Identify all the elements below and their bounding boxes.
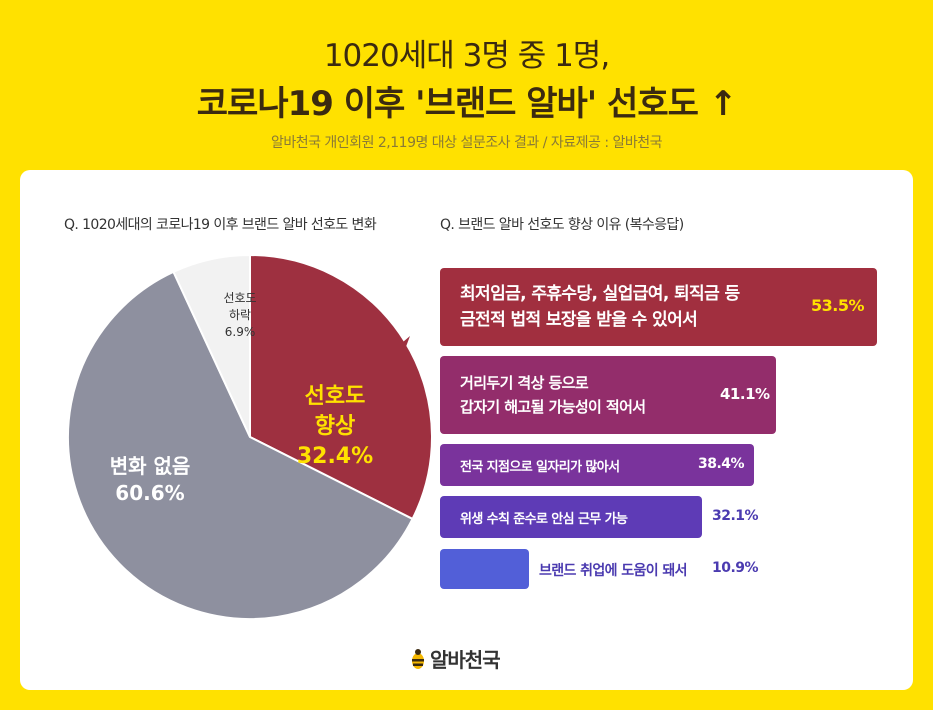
pie-callout-pointer [382, 336, 410, 384]
title-line-1: 1020세대 3명 중 1명, [323, 38, 610, 74]
pie-slice-no-change [67, 270, 414, 620]
bar-reason-many-branches: 전국 지점으로 일자리가 많아서 [440, 444, 754, 486]
pie-label-increase: 선호도 향상 32.4% [280, 382, 390, 472]
bar-reason-career-help [440, 549, 529, 589]
bar-reason-legal-protection: 최저임금, 주휴수당, 실업급여, 퇴직금 등 금전적 법적 보장을 받을 수 … [440, 268, 877, 346]
pie-chart [67, 253, 433, 620]
pie-slice-decrease [172, 253, 251, 438]
bee-icon [412, 648, 424, 669]
pie-question: Q. 1020세대의 코로나19 이후 브랜드 알바 선호도 변화 [64, 217, 377, 233]
title-line-2: 코로나19 이후 '브랜드 알바' 선호도 ↑ [196, 84, 737, 124]
pie-label-decrease-value: 6.9% [224, 325, 256, 339]
bar-label: 최저임금, 주휴수당, 실업급여, 퇴직금 등 금전적 법적 보장을 받을 수 … [460, 284, 740, 330]
pie-label-increase-name-2: 향상 [314, 414, 356, 439]
pie-label-decrease-name-1: 선호도 [223, 291, 257, 305]
bar-question: Q. 브랜드 알바 선호도 향상 이유 (복수응답) [440, 217, 684, 233]
pie-label-increase-name-1: 선호도 [304, 384, 366, 409]
content-card: Q. 1020세대의 코로나19 이후 브랜드 알바 선호도 변화 Q. 브랜드… [20, 170, 913, 690]
bar-label: 위생 수칙 준수로 안심 근무 가능 [460, 511, 628, 527]
bar-value: 10.9% [712, 560, 759, 576]
bar-value: 32.1% [712, 508, 759, 524]
bar-reason-low-layoff-risk: 거리두기 격상 등으로 갑자기 해고될 가능성이 적어서 [440, 356, 776, 434]
bar-value: 38.4% [698, 456, 745, 472]
bar-label: 거리두기 격상 등으로 갑자기 해고될 가능성이 적어서 [460, 374, 646, 416]
bar-value: 53.5% [811, 296, 865, 315]
brand-logo: 알바천국 [410, 644, 501, 673]
pie-label-no-change-name: 변화 없음 [109, 454, 191, 478]
bar-reason-hygiene: 위생 수칙 준수로 안심 근무 가능 [440, 496, 702, 538]
bar-label: 브랜드 취업에 도움이 돼서 [539, 563, 688, 579]
pie-label-increase-value: 32.4% [296, 444, 374, 469]
pie-label-decrease: 선호도 하락 6.9% [210, 290, 270, 341]
pie-label-no-change-value: 60.6% [115, 481, 185, 505]
pie-label-decrease-name-2: 하락 [228, 308, 252, 322]
pie-label-no-change: 변화 없음 60.6% [90, 453, 210, 507]
logo-text: 알바천국 [430, 648, 501, 672]
source-note: 알바천국 개인회원 2,119명 대상 설문조사 결과 / 자료제공 : 알바천… [270, 135, 663, 151]
bar-value: 41.1% [720, 385, 770, 403]
bar-label: 전국 지점으로 일자리가 많아서 [460, 459, 620, 475]
